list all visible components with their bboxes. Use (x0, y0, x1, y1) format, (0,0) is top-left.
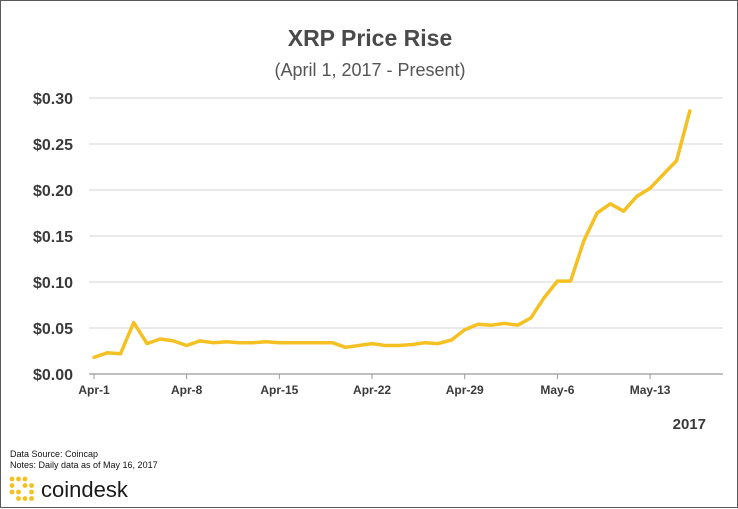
y-tick-label: $0.20 (33, 183, 73, 200)
logo-dot (9, 489, 15, 495)
data-source-note: Data Source: Coincap (10, 449, 98, 459)
logo-dot (22, 496, 28, 501)
series-line (92, 109, 692, 360)
logo-dot (9, 476, 15, 482)
x-tick-label: Apr-1 (78, 383, 110, 397)
logo-dot (29, 483, 34, 488)
x-tick-label: May-13 (630, 383, 671, 397)
y-tick-label: $0.10 (33, 275, 73, 292)
logo-dot (16, 496, 21, 501)
logo-dot (16, 489, 21, 495)
x-tick-label: Apr-8 (171, 383, 203, 397)
coindesk-dots-icon (9, 476, 34, 501)
logo-dot (29, 496, 34, 501)
y-tick-label: $0.00 (33, 367, 73, 384)
x-tick-label: Apr-29 (446, 383, 484, 397)
x-tick-label: Apr-15 (260, 383, 298, 397)
logo-dot (22, 476, 28, 482)
chart-subtitle: (April 1, 2017 - Present) (274, 60, 465, 80)
notes-text: Notes: Daily data as of May 16, 2017 (10, 460, 158, 470)
year-label: 2017 (673, 416, 706, 433)
y-axis-ticks: $0.00 $0.05 $0.10 $0.15 $0.20 $0.25 $0.30 (33, 91, 73, 384)
logo-dot (29, 489, 34, 495)
logo-dot (9, 483, 15, 488)
xrp-price-line (92, 109, 692, 360)
brand-wordmark: coindesk (41, 477, 129, 502)
chart-title: XRP Price Rise (288, 25, 453, 51)
y-tick-label: $0.25 (33, 137, 73, 154)
logo-dot (16, 476, 21, 482)
x-tick-label: May-6 (540, 383, 574, 397)
y-tick-label: $0.15 (33, 229, 73, 246)
y-tick-label: $0.05 (33, 321, 73, 338)
gridlines (89, 97, 723, 375)
x-tick-label: Apr-22 (353, 383, 391, 397)
logo-dot (22, 483, 28, 488)
y-tick-label: $0.30 (33, 91, 73, 108)
x-axis-ticks: Apr-1 Apr-8 Apr-15 Apr-22 Apr-29 May-6 May-13 (78, 374, 671, 397)
